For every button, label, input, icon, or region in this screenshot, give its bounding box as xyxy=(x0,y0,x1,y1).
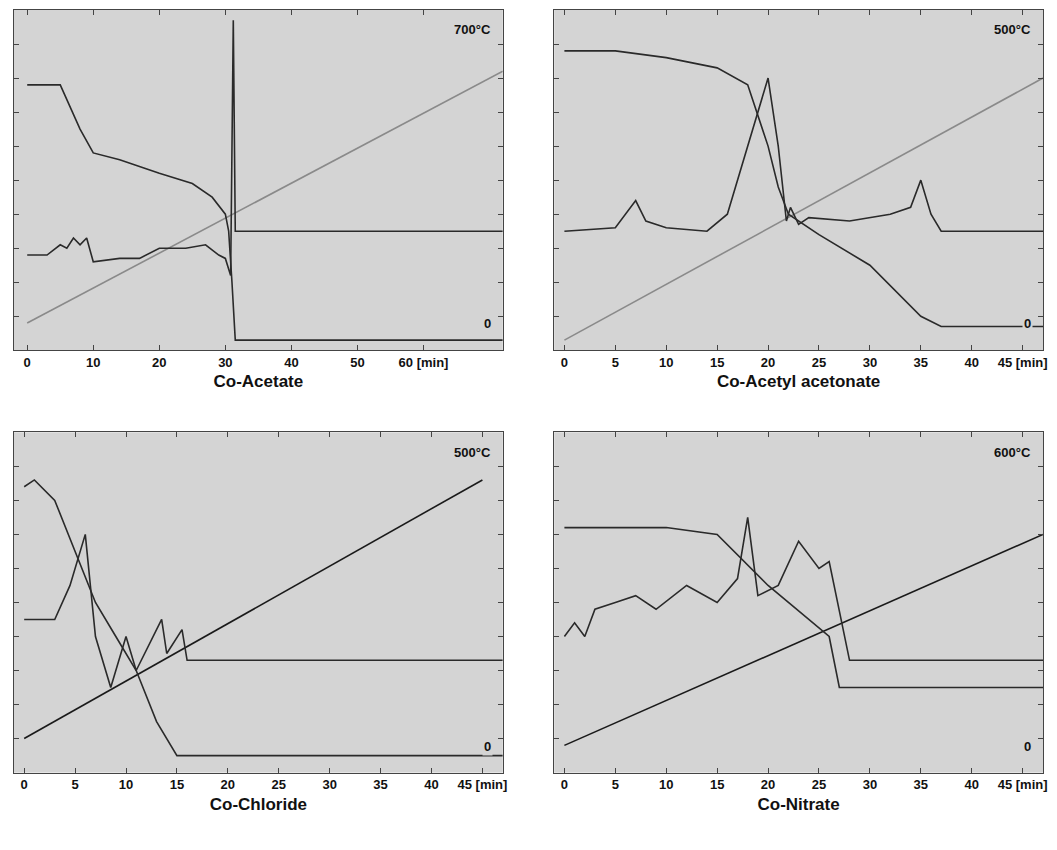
svg-text:35: 35 xyxy=(914,355,928,370)
svg-text:500°C: 500°C xyxy=(454,445,491,460)
svg-text:40: 40 xyxy=(284,355,298,370)
svg-text:25: 25 xyxy=(812,777,826,792)
svg-text:0: 0 xyxy=(24,355,31,370)
svg-text:5: 5 xyxy=(612,777,619,792)
svg-text:0: 0 xyxy=(1024,739,1031,754)
svg-text:45 [min]: 45 [min] xyxy=(998,777,1048,792)
svg-text:25: 25 xyxy=(812,355,826,370)
svg-text:20: 20 xyxy=(221,777,235,792)
svg-text:0: 0 xyxy=(1024,316,1031,331)
svg-text:50: 50 xyxy=(350,355,364,370)
svg-text:5: 5 xyxy=(71,777,78,792)
svg-text:35: 35 xyxy=(914,777,928,792)
svg-text:60 [min]: 60 [min] xyxy=(399,355,449,370)
svg-text:0: 0 xyxy=(484,316,491,331)
svg-text:0: 0 xyxy=(484,739,491,754)
svg-text:15: 15 xyxy=(710,355,724,370)
svg-text:Co-Acetate: Co-Acetate xyxy=(214,372,304,391)
svg-text:30: 30 xyxy=(218,355,232,370)
svg-text:45 [min]: 45 [min] xyxy=(998,355,1048,370)
svg-text:15: 15 xyxy=(170,777,184,792)
svg-text:600°C: 600°C xyxy=(994,445,1031,460)
svg-text:25: 25 xyxy=(272,777,286,792)
svg-text:40: 40 xyxy=(964,777,978,792)
svg-text:Co-Chloride: Co-Chloride xyxy=(210,795,307,814)
svg-text:40: 40 xyxy=(424,777,438,792)
svg-text:0: 0 xyxy=(21,777,28,792)
svg-text:500°C: 500°C xyxy=(994,22,1031,37)
svg-text:30: 30 xyxy=(863,777,877,792)
svg-text:700°C: 700°C xyxy=(454,22,491,37)
svg-text:0: 0 xyxy=(561,355,568,370)
svg-text:20: 20 xyxy=(152,355,166,370)
svg-text:45 [min]: 45 [min] xyxy=(457,777,507,792)
svg-text:30: 30 xyxy=(322,777,336,792)
svg-text:40: 40 xyxy=(964,355,978,370)
svg-text:Co-Nitrate: Co-Nitrate xyxy=(758,795,840,814)
svg-text:20: 20 xyxy=(761,355,775,370)
svg-text:10: 10 xyxy=(119,777,133,792)
svg-text:10: 10 xyxy=(86,355,100,370)
svg-text:30: 30 xyxy=(863,355,877,370)
svg-text:Co-Acetyl acetonate: Co-Acetyl acetonate xyxy=(717,372,880,391)
svg-text:0: 0 xyxy=(561,777,568,792)
svg-text:15: 15 xyxy=(710,777,724,792)
svg-text:5: 5 xyxy=(612,355,619,370)
svg-text:35: 35 xyxy=(373,777,387,792)
svg-text:10: 10 xyxy=(659,777,673,792)
svg-text:10: 10 xyxy=(659,355,673,370)
svg-text:20: 20 xyxy=(761,777,775,792)
